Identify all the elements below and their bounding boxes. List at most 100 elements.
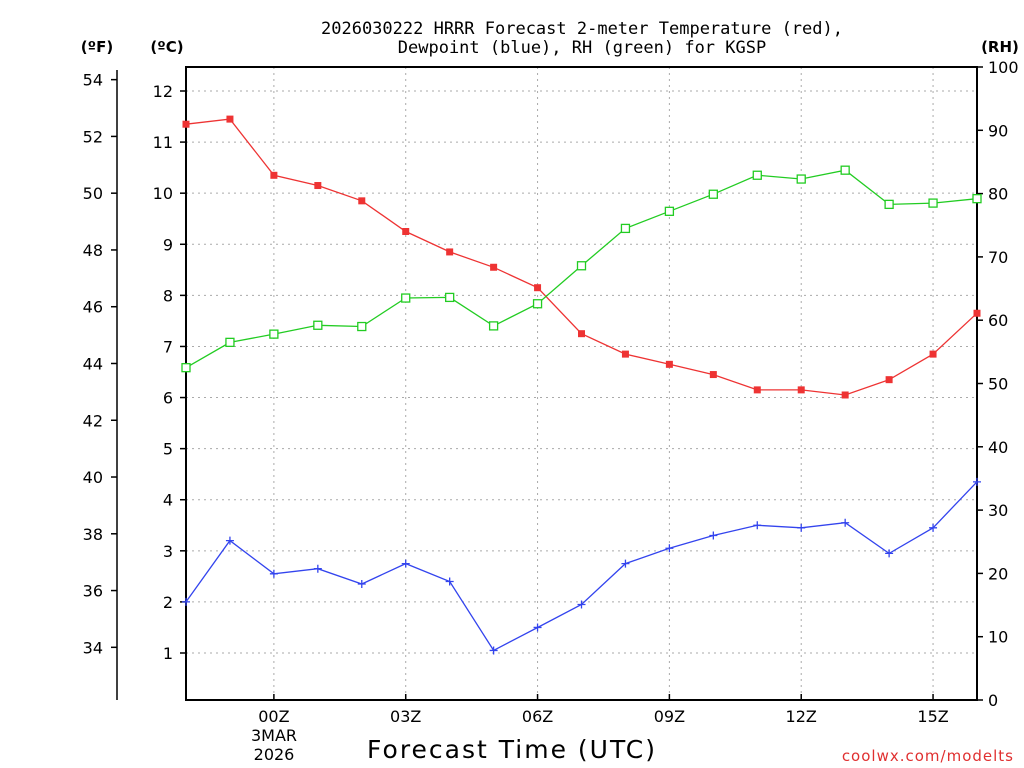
temperature-point — [973, 309, 981, 317]
date-label-month: 3MAR — [251, 726, 297, 745]
temperature-line — [185, 118, 978, 396]
rh-point — [708, 189, 718, 199]
rh-point — [752, 170, 762, 180]
x-tick-label: 00Z — [258, 707, 289, 726]
temperature-point — [446, 248, 454, 256]
rh-point — [445, 292, 455, 303]
temperature-point — [534, 284, 542, 292]
temperature-point — [226, 115, 234, 123]
rh-point — [225, 337, 235, 348]
dewpoint-point — [577, 600, 586, 609]
rh-point — [840, 165, 850, 175]
temperature-point — [929, 350, 937, 358]
rh-point — [796, 174, 806, 184]
dewpoint-point — [445, 577, 454, 586]
celsius-tick-label: 11 — [153, 133, 173, 152]
temperature-point — [402, 228, 410, 235]
celsius-unit-label: (ºC) — [150, 38, 183, 56]
fahrenheit-tick-label: 34 — [83, 638, 103, 657]
fahrenheit-tick-label: 48 — [83, 241, 103, 260]
rh-point — [488, 321, 499, 331]
dewpoint-point — [885, 549, 894, 558]
fahrenheit-tick-label: 40 — [83, 468, 103, 487]
temperature-point — [753, 386, 761, 394]
temperature-point — [182, 120, 190, 128]
fahrenheit-tick-label: 50 — [83, 184, 103, 203]
dewpoint-point — [841, 518, 850, 527]
temperature-point — [709, 371, 717, 379]
fahrenheit-unit-label: (ºF) — [81, 38, 113, 56]
rh-tick-label: 60 — [988, 311, 1008, 330]
x-tick-label: 15Z — [917, 707, 948, 726]
x-axis-label: Forecast Time (UTC) — [367, 735, 657, 764]
rh-tick-label: 70 — [988, 248, 1008, 267]
dewpoint-point — [973, 477, 981, 486]
temperature-point — [885, 376, 893, 384]
temperature-point — [578, 330, 585, 338]
axis-ticks: 3436384042444648505254123456789101112010… — [83, 58, 1019, 726]
temperature-point — [270, 171, 278, 179]
dewpoint-point — [753, 521, 762, 530]
rh-point — [269, 329, 279, 339]
rh-point — [401, 293, 411, 303]
fahrenheit-tick-label: 46 — [83, 298, 103, 317]
dewpoint-point — [357, 580, 366, 589]
dewpoint-point — [929, 523, 938, 532]
rh-point — [884, 199, 894, 210]
temperature-point — [797, 386, 805, 394]
fahrenheit-tick-label: 36 — [83, 582, 103, 601]
celsius-tick-label: 8 — [163, 286, 173, 305]
rh-tick-label: 10 — [988, 628, 1008, 647]
celsius-tick-label: 12 — [153, 82, 173, 101]
temperature-point — [621, 350, 629, 358]
temperature-point — [314, 182, 322, 190]
credit-link[interactable]: coolwx.com/modelts — [842, 747, 1014, 765]
rh-tick-label: 30 — [988, 501, 1008, 520]
dewpoint-point — [709, 531, 718, 540]
rh-point — [620, 223, 631, 234]
rh-point — [181, 363, 191, 373]
rh-tick-label: 0 — [988, 691, 998, 710]
celsius-tick-label: 2 — [163, 593, 173, 612]
rh-point — [664, 206, 675, 216]
dewpoint-point — [269, 569, 278, 578]
fahrenheit-tick-label: 38 — [83, 525, 103, 544]
rh-point — [532, 299, 543, 309]
rh-point — [576, 261, 587, 271]
rh-tick-label: 40 — [988, 438, 1008, 457]
rh-tick-label: 20 — [988, 564, 1008, 583]
dewpoint-point — [182, 597, 190, 606]
celsius-tick-label: 7 — [163, 337, 173, 356]
temperature-point — [841, 391, 849, 399]
celsius-tick-label: 6 — [163, 389, 173, 408]
dewpoint-point — [533, 623, 542, 632]
temperature-point — [358, 197, 366, 205]
dewpoint-line — [185, 481, 978, 652]
celsius-tick-label: 3 — [163, 542, 173, 561]
fahrenheit-tick-label: 44 — [83, 354, 103, 373]
dewpoint-point — [489, 646, 498, 655]
rh-point — [972, 194, 982, 204]
x-tick-label: 09Z — [654, 707, 685, 726]
temperature-point — [490, 263, 498, 271]
dewpoint-point — [225, 536, 234, 545]
fahrenheit-tick-label: 52 — [83, 127, 103, 146]
rh-point — [928, 198, 938, 208]
celsius-tick-label: 10 — [153, 184, 173, 203]
fahrenheit-tick-label: 42 — [83, 411, 103, 430]
date-label-year: 2026 — [254, 745, 295, 764]
fahrenheit-tick-label: 54 — [83, 71, 103, 90]
x-tick-label: 12Z — [786, 707, 817, 726]
temperature-point — [665, 360, 673, 368]
dewpoint-point — [621, 559, 630, 568]
rh-tick-label: 50 — [988, 375, 1008, 394]
dewpoint-point — [313, 564, 322, 573]
rh-point — [313, 320, 323, 330]
data-series — [181, 115, 982, 655]
celsius-tick-label: 4 — [163, 491, 173, 510]
rh-tick-label: 100 — [988, 58, 1019, 77]
dewpoint-point — [665, 544, 674, 553]
chart-title-line-1: 2026030222 HRRR Forecast 2-meter Tempera… — [321, 19, 843, 39]
dewpoint-point — [797, 523, 806, 532]
